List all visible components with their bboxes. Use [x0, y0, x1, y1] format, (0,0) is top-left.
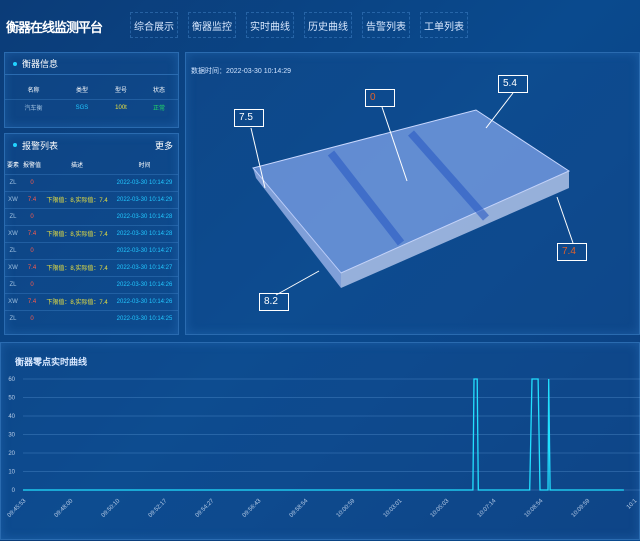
- alarm-element: ZL: [5, 310, 21, 327]
- alarm-desc: 下限值：8,实际值：7.4: [43, 259, 111, 276]
- y-tick-label: 50: [8, 396, 15, 402]
- x-tick-label: 10:09:59: [571, 498, 592, 519]
- scale-model: 100t: [102, 99, 140, 116]
- alarm-value: 0: [21, 310, 43, 327]
- alarm-element: ZL: [5, 242, 21, 259]
- label-leaders: [186, 53, 640, 336]
- scale-type: SGS: [62, 99, 102, 116]
- alarm-time: 2022-03-30 10:14:27: [111, 242, 178, 259]
- alarm-desc: [43, 310, 111, 327]
- alarm-time: 2022-03-30 10:14:25: [111, 310, 178, 327]
- y-tick-label: 10: [8, 470, 15, 476]
- alarm-desc: 下限值：8,实际值：7.4: [43, 191, 111, 208]
- alarm-time: 2022-03-30 10:14:26: [111, 276, 178, 293]
- scale-status: 正常: [140, 99, 178, 116]
- info-title: 衡器信息: [22, 57, 58, 70]
- bullet-icon: [13, 143, 17, 147]
- nav-workorders[interactable]: 工单列表: [420, 12, 468, 38]
- alarm-element: ZL: [5, 208, 21, 225]
- alarm-value: 7.4: [21, 191, 43, 208]
- app-title: 衡器在线监测平台: [6, 17, 102, 36]
- alarm-time: 2022-03-30 10:14:29: [111, 191, 178, 208]
- alarm-value: 0: [21, 174, 43, 191]
- x-tick-label: 10:03:01: [383, 498, 404, 519]
- nav-alarms[interactable]: 告警列表: [362, 12, 410, 38]
- alarm-time: 2022-03-30 10:14:28: [111, 225, 178, 242]
- alarm-desc: [43, 174, 111, 191]
- y-tick-label: 0: [12, 488, 16, 494]
- alarm-value: 7.4: [21, 293, 43, 310]
- bullet-icon: [13, 62, 17, 66]
- alarm-element: XW: [5, 259, 21, 276]
- y-tick-label: 20: [8, 451, 15, 457]
- nav-history[interactable]: 历史曲线: [304, 12, 352, 38]
- x-tick-label: 09:54:27: [195, 498, 216, 519]
- x-tick-label: 09:58:54: [289, 498, 310, 519]
- alarm-element: XW: [5, 293, 21, 310]
- alarm-element: ZL: [5, 276, 21, 293]
- alarm-time: 2022-03-30 10:14:27: [111, 259, 178, 276]
- scale-name: 汽车衡: [5, 99, 62, 116]
- main-nav: 综合展示 衡器监控 实时曲线 历史曲线 告警列表 工单列表: [130, 12, 468, 38]
- nav-monitor[interactable]: 衡器监控: [188, 12, 236, 38]
- zero-point-chart: 0 10 20 30 40 50 60 09:45:53 09:48:00 09:50:10 09:…: [1, 343, 640, 541]
- alarm-desc: 下限值：8,实际值：7.4: [43, 293, 111, 310]
- alarm-value: 7.4: [21, 225, 43, 242]
- y-tick-label: 60: [8, 377, 15, 383]
- alarm-time: 2022-03-30 10:14:26: [111, 293, 178, 310]
- alarm-desc: 下限值：8,实际值：7.4: [43, 225, 111, 242]
- x-tick-label: 10:08:54: [524, 498, 545, 519]
- alarm-value: 0: [21, 276, 43, 293]
- alarm-value: 0: [21, 242, 43, 259]
- x-tick-label: 09:52:17: [148, 498, 169, 519]
- alarm-desc: [43, 208, 111, 225]
- x-tick-label: 09:45:53: [7, 498, 28, 519]
- more-link[interactable]: 更多: [155, 139, 173, 152]
- nav-realtime[interactable]: 实时曲线: [246, 12, 294, 38]
- alarm-element: XW: [5, 225, 21, 242]
- alarm-desc: [43, 242, 111, 259]
- alarm-title: 报警列表: [22, 139, 58, 152]
- x-tick-label: 10:07:14: [477, 498, 498, 519]
- alarm-time: 2022-03-30 10:14:28: [111, 208, 178, 225]
- x-tick-label: 10:00:59: [336, 498, 357, 519]
- alarm-value: 0: [21, 208, 43, 225]
- alarm-time: 2022-03-30 10:14:29: [111, 174, 178, 191]
- x-tick-label: 09:50:10: [101, 498, 122, 519]
- x-tick-label: 09:48:00: [54, 498, 75, 519]
- alarm-desc: [43, 276, 111, 293]
- alarm-element: XW: [5, 191, 21, 208]
- nav-overview[interactable]: 综合展示: [130, 12, 178, 38]
- model-panel: 数据时间：2022-03-30 10:14:29 7.5 0 5.4 7.4 8…: [185, 52, 640, 335]
- x-tick-label: 10:05:03: [430, 498, 451, 519]
- y-tick-label: 30: [8, 433, 15, 439]
- alarm-value: 7.4: [21, 259, 43, 276]
- x-tick-label: 10:1: [626, 498, 639, 511]
- x-tick-label: 09:56:43: [242, 498, 263, 519]
- alarm-element: ZL: [5, 174, 21, 191]
- y-tick-label: 40: [8, 414, 15, 420]
